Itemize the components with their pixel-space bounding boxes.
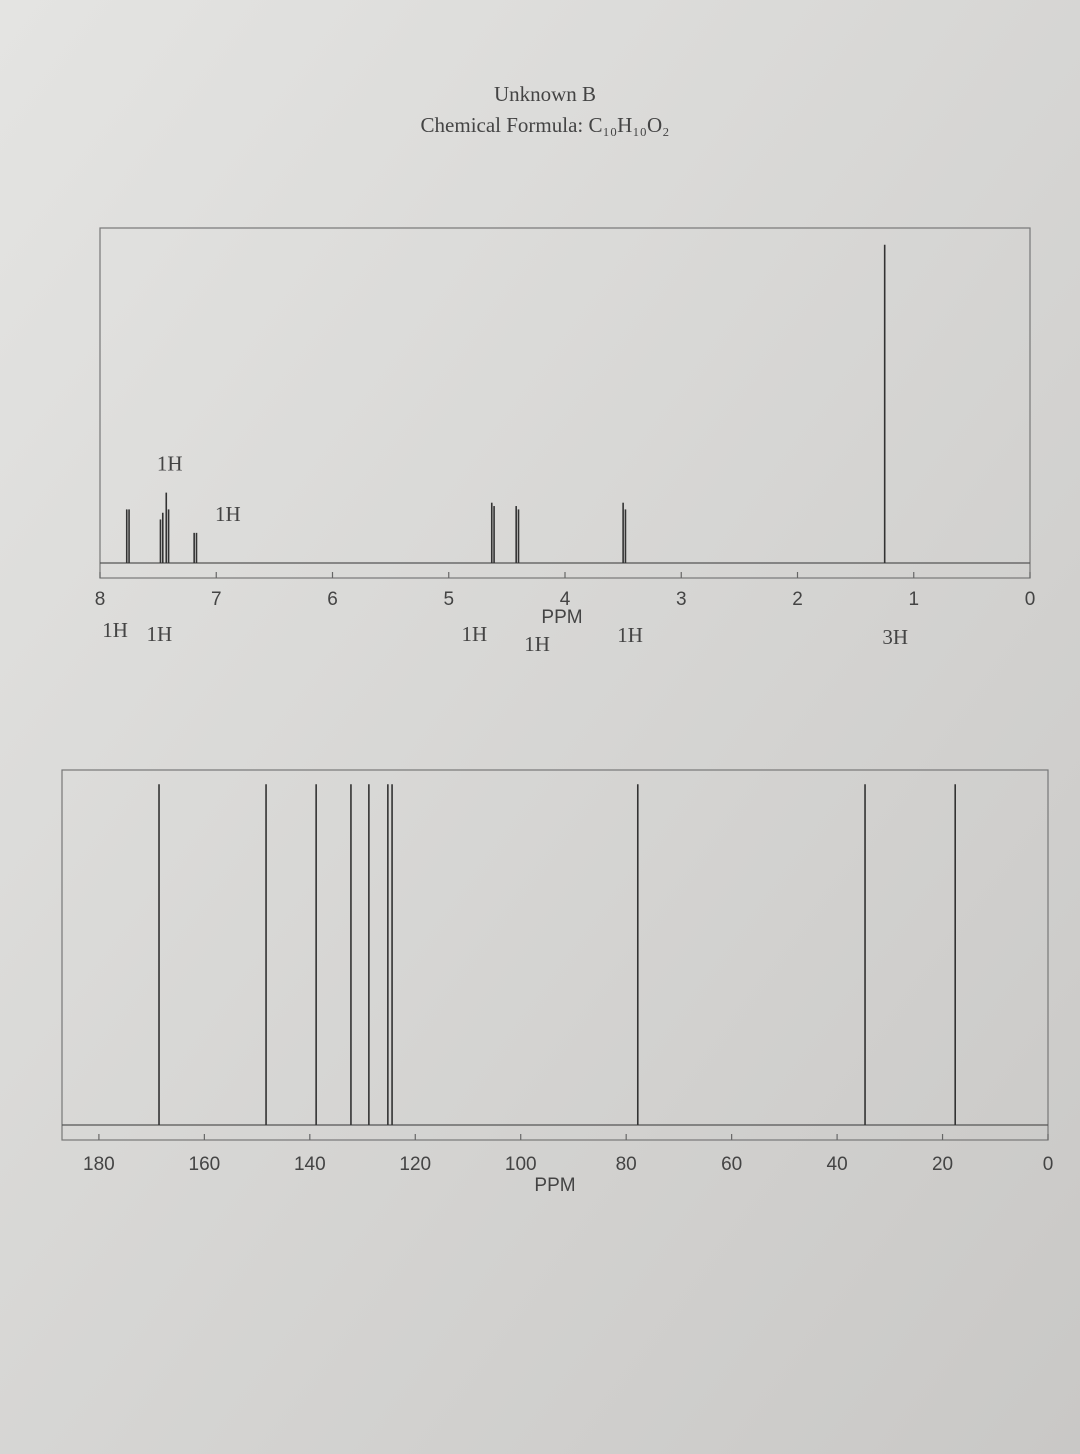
x-tick-label: 7 bbox=[211, 589, 222, 610]
x-tick-label: 180 bbox=[83, 1154, 115, 1175]
x-tick-label: 120 bbox=[399, 1154, 431, 1175]
x-tick-label: 4 bbox=[560, 589, 571, 610]
subtitle: Chemical Formula: C₁₀H₁₀O₂ bbox=[421, 113, 670, 137]
x-tick-label: 5 bbox=[443, 589, 454, 610]
x-tick-label: 20 bbox=[932, 1154, 953, 1175]
x-tick-label: 100 bbox=[505, 1154, 537, 1175]
integration-label: 1H bbox=[461, 622, 487, 646]
integration-label: 1H bbox=[215, 502, 241, 526]
x-tick-label: 1 bbox=[908, 589, 919, 610]
x-axis-label: PPM bbox=[541, 607, 582, 628]
integration-label: 1H bbox=[146, 622, 172, 646]
integration-label: 1H bbox=[157, 452, 183, 476]
x-tick-label: 80 bbox=[616, 1154, 637, 1175]
x-tick-label: 3 bbox=[676, 589, 687, 610]
x-tick-label: 2 bbox=[792, 589, 803, 610]
integration-label: 1H bbox=[102, 618, 128, 642]
x-tick-label: 60 bbox=[721, 1154, 742, 1175]
x-tick-label: 0 bbox=[1025, 589, 1036, 610]
x-tick-label: 6 bbox=[327, 589, 338, 610]
integration-label: 1H bbox=[617, 623, 643, 647]
x-tick-label: 40 bbox=[827, 1154, 848, 1175]
integration-label: 3H bbox=[882, 625, 908, 649]
x-tick-label: 140 bbox=[294, 1154, 326, 1175]
title: Unknown B bbox=[494, 82, 596, 106]
integration-label: 1H bbox=[524, 632, 550, 656]
x-tick-label: 160 bbox=[189, 1154, 221, 1175]
plot-frame bbox=[61, 769, 1049, 1141]
x-tick-label: 8 bbox=[95, 589, 106, 610]
x-tick-label: 0 bbox=[1043, 1154, 1054, 1175]
x-axis-label: PPM bbox=[534, 1175, 575, 1196]
